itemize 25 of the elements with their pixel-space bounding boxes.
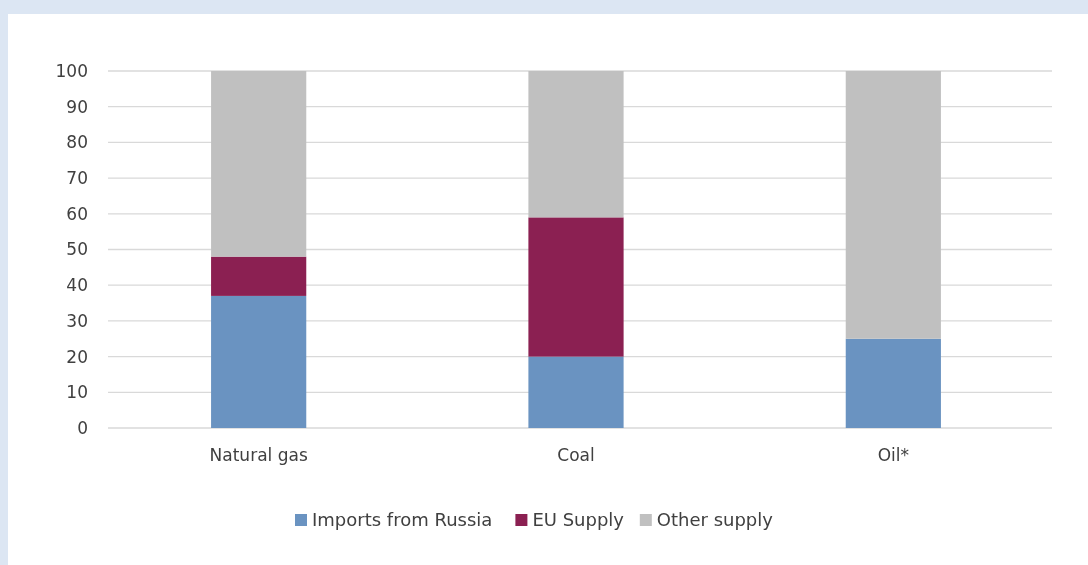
y-tick-label: 60 bbox=[66, 203, 88, 224]
x-tick-label: Coal bbox=[557, 445, 595, 465]
y-tick-label: 90 bbox=[66, 96, 88, 117]
y-tick-label: 100 bbox=[55, 60, 88, 81]
bar bbox=[528, 217, 624, 357]
y-tick-label: 50 bbox=[66, 239, 88, 260]
x-tick-label: Natural gas bbox=[209, 445, 308, 465]
y-tick-label: 70 bbox=[66, 168, 88, 189]
bar bbox=[845, 71, 941, 339]
bar bbox=[211, 256, 307, 296]
bar bbox=[528, 71, 624, 218]
legend-label: EU Supply bbox=[532, 509, 625, 531]
bar bbox=[211, 295, 307, 428]
x-tick-label: Oil* bbox=[877, 445, 909, 465]
y-tick-label: 40 bbox=[66, 275, 88, 296]
y-tick-label: 80 bbox=[66, 132, 88, 153]
y-tick-label: 20 bbox=[66, 346, 88, 367]
legend-label: Other supply bbox=[656, 509, 774, 531]
y-tick-label: 10 bbox=[66, 382, 88, 403]
bar bbox=[845, 338, 941, 428]
legend-label: Imports from Russia bbox=[312, 509, 493, 531]
bar bbox=[528, 356, 624, 428]
y-tick-label: 30 bbox=[66, 310, 88, 331]
y-tick-label: 0 bbox=[77, 417, 88, 438]
bar bbox=[211, 71, 307, 257]
